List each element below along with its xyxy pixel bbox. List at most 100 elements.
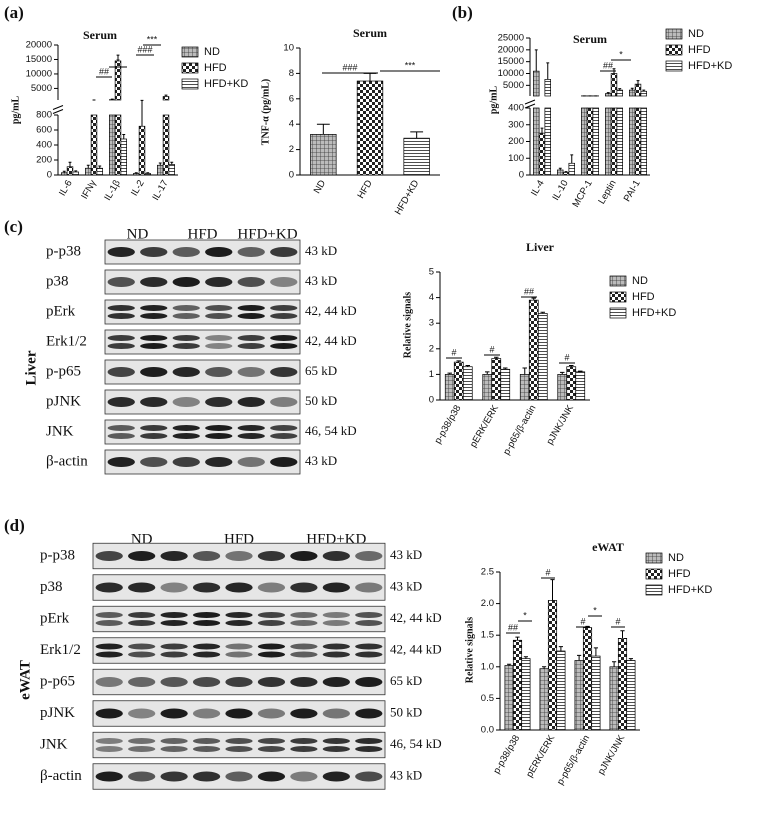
y-axis-label: TNF-α (pg/mL): [260, 79, 271, 145]
blot-band: [160, 551, 187, 561]
blot-band: [160, 620, 187, 626]
bar: [85, 168, 91, 175]
error-bar: [141, 100, 144, 126]
y-tick-label: 2.5: [481, 567, 494, 578]
y-tick-label: 5: [429, 267, 434, 278]
blot-band: [193, 738, 220, 744]
blot-band: [193, 612, 220, 618]
blot-band: [108, 277, 135, 287]
blot-band: [355, 738, 382, 744]
blot-band: [238, 367, 265, 377]
blot-band: [108, 397, 135, 407]
bar: [463, 367, 472, 400]
blot-band: [258, 612, 285, 618]
blot-band: [173, 457, 200, 467]
blot-band: [96, 644, 123, 650]
blot-band: [173, 305, 200, 311]
blot-band: [270, 305, 297, 311]
bar: [522, 659, 530, 730]
blot-band: [238, 457, 265, 467]
bar: [529, 300, 538, 400]
blot-strip: [93, 732, 385, 758]
significance-label: *: [593, 605, 597, 615]
bar: [505, 666, 513, 730]
blot-band: [96, 738, 123, 744]
legend-label: ND: [668, 552, 684, 564]
blot-band: [270, 457, 297, 467]
y-tick-label: 200: [508, 136, 524, 147]
y-tick-label: 10000: [498, 68, 524, 79]
blot-band: [238, 313, 265, 319]
size-label: 43 kD: [305, 273, 337, 288]
blot-band: [205, 397, 232, 407]
blot-band: [238, 335, 265, 341]
bar: [163, 97, 169, 100]
y-tick-label: 20000: [498, 44, 524, 55]
blot-band: [238, 433, 265, 439]
legend-label: HFD: [204, 62, 227, 74]
blot-band: [160, 772, 187, 782]
blot-band: [128, 551, 155, 561]
bar: [157, 165, 163, 175]
bar: [133, 174, 139, 176]
legend-label: HFD: [632, 291, 655, 303]
bar: [538, 313, 547, 400]
y-axis-label: Relative signals: [402, 292, 413, 358]
y-tick-label: 10000: [26, 68, 52, 79]
bar: [533, 108, 539, 175]
blot-band: [128, 620, 155, 626]
y-tick-label: 0: [429, 395, 434, 406]
significance-label: *: [116, 56, 120, 66]
blot-band: [193, 709, 220, 719]
blot-band: [140, 335, 167, 341]
y-tick-label: 200: [36, 155, 52, 166]
blot-band: [205, 277, 232, 287]
x-tick-label: pERK/ERK: [468, 403, 501, 450]
bar: [641, 108, 647, 175]
bar: [557, 651, 565, 730]
blot-band: [225, 620, 252, 626]
blot-band: [96, 612, 123, 618]
error-bar: [410, 132, 423, 138]
error-bar: [612, 662, 616, 667]
x-tick-label: p-p65/β-actin: [501, 403, 538, 457]
blot-band: [270, 277, 297, 287]
blot-band: [193, 652, 220, 658]
blot-band: [290, 620, 317, 626]
chart-title: Serum: [573, 32, 607, 46]
blot-band: [205, 305, 232, 311]
significance-label: #: [564, 352, 569, 362]
blot-band: [225, 583, 252, 593]
blot-band: [160, 644, 187, 650]
y-tick-label: 15000: [26, 54, 52, 65]
blot-band: [225, 551, 252, 561]
blot-band: [225, 738, 252, 744]
blot-strip: [105, 300, 300, 324]
blot-band: [238, 277, 265, 287]
y-tick-label: 0: [47, 170, 52, 181]
blot-band: [290, 612, 317, 618]
blot-band: [96, 772, 123, 782]
legend-swatch: [646, 553, 662, 563]
error-bar: [122, 135, 125, 140]
legend-swatch: [666, 29, 682, 39]
x-tick-label: pJNK/JNK: [545, 403, 577, 447]
y-tick-label: 20000: [26, 40, 52, 51]
blot-band: [258, 644, 285, 650]
chart-title: Serum: [83, 28, 117, 42]
blot-band: [258, 677, 285, 687]
legend-swatch: [646, 569, 662, 579]
blot-band: [238, 247, 265, 257]
bar: [545, 108, 551, 175]
blot-band: [160, 746, 187, 752]
blot-band: [270, 247, 297, 257]
bar: [163, 115, 169, 175]
blot-band: [205, 367, 232, 377]
blot-band: [128, 583, 155, 593]
panel-label: (d): [4, 516, 25, 535]
blot-band: [355, 612, 382, 618]
bar: [454, 362, 463, 400]
blot-band: [355, 644, 382, 650]
blot-band: [108, 335, 135, 341]
